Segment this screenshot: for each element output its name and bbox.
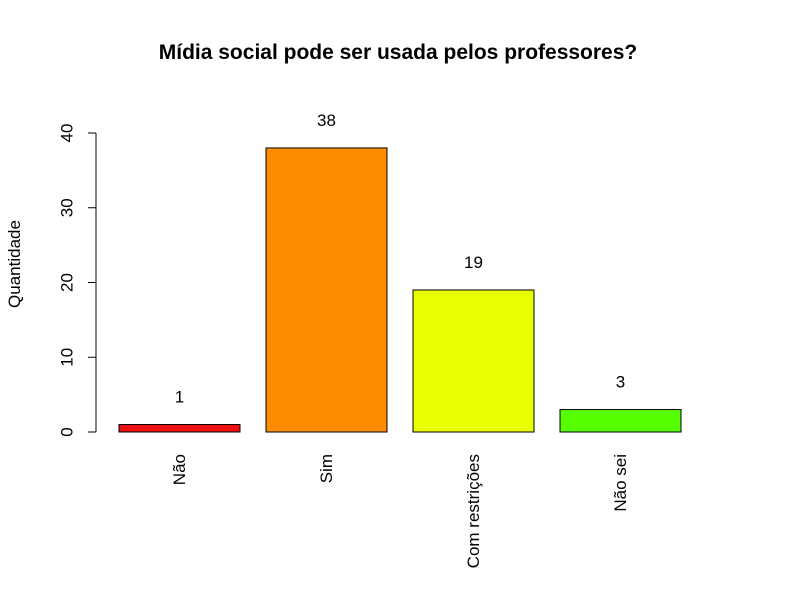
chart-title: Mídia social pode ser usada pelos profes… [159,41,638,64]
bar [412,289,535,433]
category-labels-group: Não Sim Com restrições Não sei [170,454,630,568]
category-label: Sim [317,454,336,483]
category-label: Com restrições [464,454,483,568]
y-tick-label: 30 [58,198,77,217]
data-label: 3 [616,373,625,392]
data-label: 38 [317,111,336,130]
data-label: 1 [175,388,184,407]
y-axis-label: Quantidade [5,220,24,308]
data-labels-group: 1 38 19 3 [175,111,625,407]
data-label: 19 [464,253,483,272]
bar [265,147,388,433]
category-label: Não sei [611,454,630,512]
bar [559,409,682,433]
y-axis: 0 10 20 30 40 [58,124,97,437]
bar [118,424,241,433]
bars-group [118,147,682,433]
category-label: Não [170,454,189,485]
y-tick-label: 40 [58,124,77,143]
y-tick-label: 10 [58,348,77,367]
y-tick-label: 0 [58,427,77,436]
y-tick-label: 20 [58,273,77,292]
